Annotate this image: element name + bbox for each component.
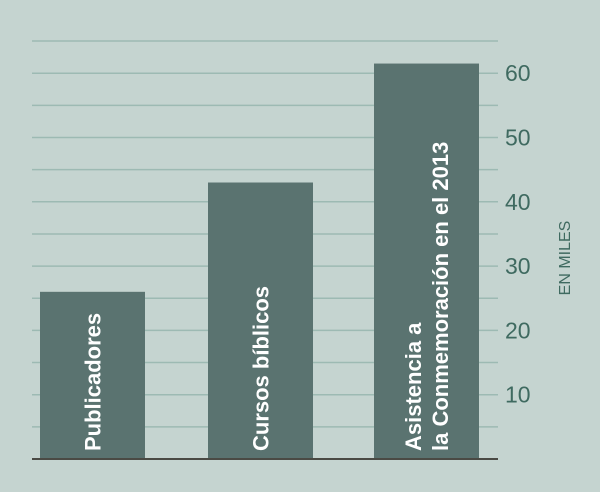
y-tick-label: 30: [505, 253, 531, 279]
y-tick-label: 20: [505, 317, 531, 343]
bar-label: Asistencia ala Conmemoración en el 2013: [401, 142, 453, 451]
bar-label: Publicadores: [81, 313, 106, 451]
bars: Publicadores Cursos bíblicos Asistencia al…: [40, 63, 479, 460]
y-tick-label: 10: [505, 382, 531, 408]
y-axis-ticks: 10 20 30 40 50 60: [505, 60, 531, 408]
bar: [40, 291, 145, 459]
bar: [208, 182, 313, 459]
y-tick-label: 60: [505, 60, 531, 86]
y-axis-label: EN MILES: [557, 221, 574, 296]
bar-label: Cursos bíblicos: [249, 286, 274, 451]
bar: [374, 63, 479, 460]
y-tick-label: 40: [505, 189, 531, 215]
y-tick-label: 50: [505, 125, 531, 151]
